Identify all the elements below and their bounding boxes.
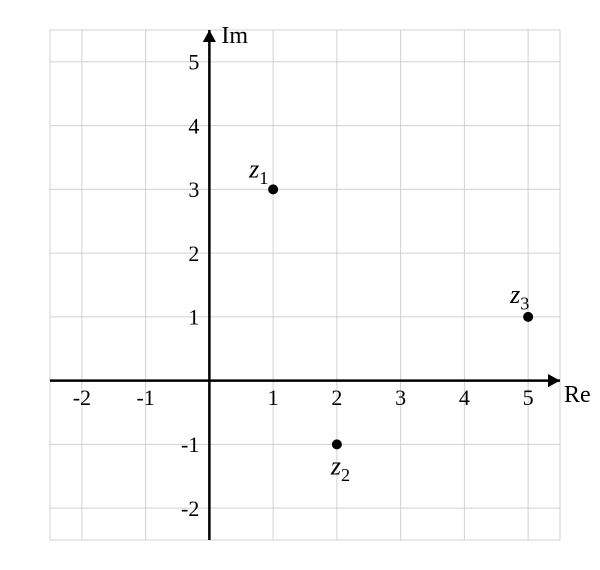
x-tick-label: 1 xyxy=(268,385,279,410)
point-z1 xyxy=(268,184,278,194)
point-z3 xyxy=(523,312,533,322)
x-axis-label: Re xyxy=(564,382,591,408)
y-tick-label: -1 xyxy=(181,432,199,457)
y-axis-label: Im xyxy=(221,23,248,49)
y-tick-label: 4 xyxy=(188,113,199,138)
x-tick-label: 3 xyxy=(395,385,406,410)
y-tick-label: -2 xyxy=(181,496,199,521)
y-tick-label: 1 xyxy=(188,305,199,330)
chart-svg: -2-112345-2-112345ReImz1z2z3 xyxy=(0,0,600,570)
x-tick-label: -1 xyxy=(136,385,154,410)
x-tick-label: 4 xyxy=(459,385,470,410)
x-tick-label: 2 xyxy=(331,385,342,410)
y-tick-label: 5 xyxy=(188,50,199,75)
y-tick-label: 2 xyxy=(188,241,199,266)
complex-plane-chart: -2-112345-2-112345ReImz1z2z3 xyxy=(0,0,600,570)
point-z2 xyxy=(332,439,342,449)
x-tick-label: 5 xyxy=(523,385,534,410)
y-tick-label: 3 xyxy=(188,177,199,202)
x-tick-label: -2 xyxy=(73,385,91,410)
